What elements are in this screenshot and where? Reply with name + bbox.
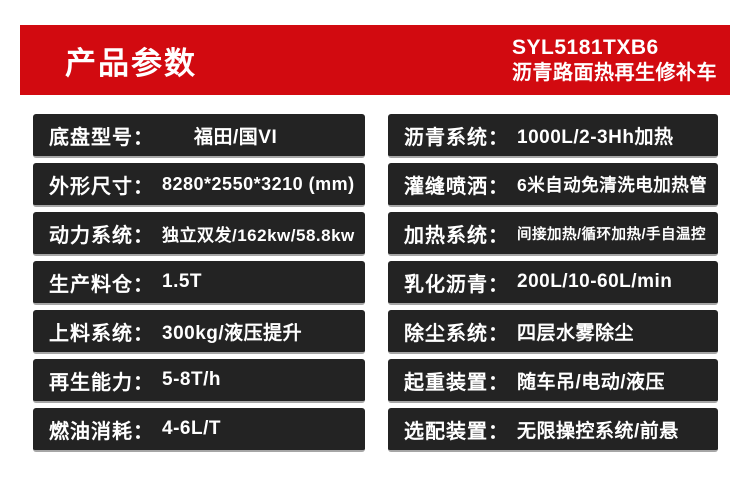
- spec-row: 上料系统： 300kg/液压提升: [33, 310, 365, 354]
- product-name: 沥青路面热再生修补车: [512, 61, 717, 84]
- spec-label: 起重装置：: [404, 371, 509, 394]
- spec-row: 灌缝喷洒： 6米自动免清洗电加热管: [388, 163, 718, 207]
- spec-row: 燃油消耗： 4-6L/T: [33, 408, 365, 452]
- spec-value: 200L/10-60L/min: [517, 271, 673, 292]
- spec-row: 加热系统： 间接加热/循环加热/手自温控: [388, 212, 718, 256]
- spec-label: 乳化沥青：: [404, 273, 509, 296]
- spec-value: 300kg/液压提升: [162, 322, 303, 344]
- model-number: SYL5181TXB6: [512, 36, 659, 59]
- spec-column-left: 底盘型号： 福田/国VI 外形尺寸： 8280*2550*3210 (mm) 动…: [33, 114, 365, 452]
- spec-value: 1.5T: [162, 271, 203, 292]
- spec-label: 燃油消耗：: [49, 420, 154, 443]
- spec-row: 选配装置： 无限操控系统/前悬: [388, 408, 718, 452]
- spec-value: 6米自动免清洗电加热管: [517, 174, 708, 195]
- spec-value: 随车吊/电动/液压: [517, 371, 666, 393]
- spec-value: 无限操控系统/前悬: [517, 420, 679, 442]
- spec-row: 外形尺寸： 8280*2550*3210 (mm): [33, 163, 365, 207]
- spec-row: 起重装置： 随车吊/电动/液压: [388, 359, 718, 403]
- spec-label: 再生能力：: [49, 371, 154, 394]
- spec-value: 独立双发/162kw/58.8kw: [162, 225, 355, 245]
- spec-value: 四层水雾除尘: [517, 322, 635, 344]
- spec-row: 动力系统： 独立双发/162kw/58.8kw: [33, 212, 365, 256]
- spec-label: 加热系统：: [404, 224, 509, 247]
- page-title: 产品参数: [65, 45, 197, 81]
- spec-value: 间接加热/循环加热/手自温控: [517, 226, 707, 243]
- spec-row: 生产料仓： 1.5T: [33, 261, 365, 305]
- spec-value: 5-8T/h: [162, 369, 221, 390]
- spec-label: 底盘型号：: [49, 126, 154, 149]
- spec-value: 8280*2550*3210 (mm): [162, 173, 355, 194]
- header-banner: 产品参数 SYL5181TXB6 沥青路面热再生修补车: [20, 25, 730, 95]
- spec-label: 灌缝喷洒：: [404, 175, 509, 198]
- header-model-block: SYL5181TXB6 沥青路面热再生修补车: [512, 25, 717, 95]
- spec-label: 外形尺寸：: [49, 175, 154, 198]
- spec-row: 再生能力： 5-8T/h: [33, 359, 365, 403]
- spec-row: 沥青系统： 1000L/2-3Hh加热: [388, 114, 718, 158]
- spec-row: 乳化沥青： 200L/10-60L/min: [388, 261, 718, 305]
- spec-value: 1000L/2-3Hh加热: [517, 126, 674, 148]
- spec-row: 除尘系统： 四层水雾除尘: [388, 310, 718, 354]
- spec-label: 除尘系统：: [404, 322, 509, 345]
- spec-label: 生产料仓：: [49, 273, 154, 296]
- spec-value: 4-6L/T: [162, 418, 221, 439]
- spec-label: 选配装置：: [404, 420, 509, 443]
- spec-label: 沥青系统：: [404, 126, 509, 149]
- spec-row: 底盘型号： 福田/国VI: [33, 114, 365, 158]
- spec-column-right: 沥青系统： 1000L/2-3Hh加热 灌缝喷洒： 6米自动免清洗电加热管 加热…: [388, 114, 718, 452]
- spec-label: 上料系统：: [49, 322, 154, 345]
- spec-label: 动力系统：: [49, 224, 154, 247]
- spec-value: 福田/国VI: [194, 126, 278, 148]
